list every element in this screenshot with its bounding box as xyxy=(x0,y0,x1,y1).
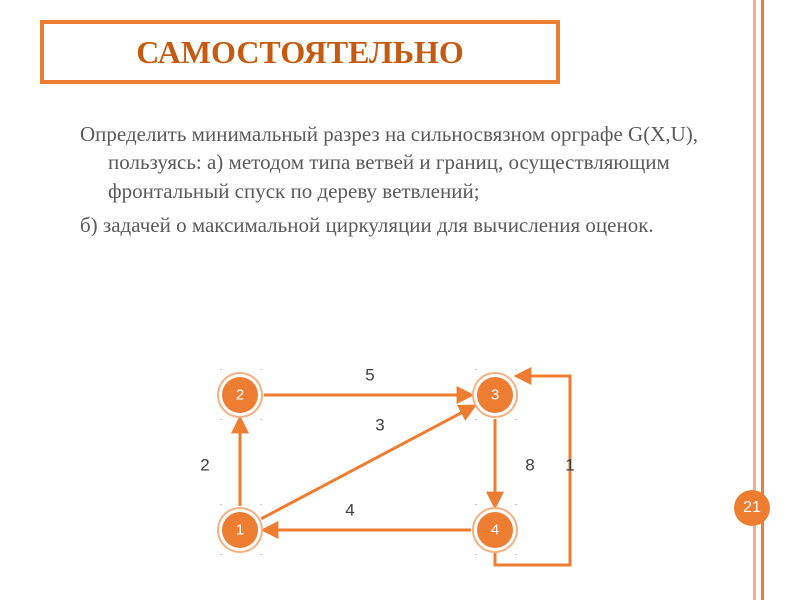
slide-title-text: САМОСТОЯТЕЛЬНО xyxy=(136,34,464,70)
body-paragraph-1: Определить минимальный разрез на сильнос… xyxy=(60,120,700,205)
node-1: 1 xyxy=(218,508,262,552)
noise-dot-1: . xyxy=(260,413,262,422)
edge-label-2-3: 5 xyxy=(365,366,374,385)
noise-dot-11: . xyxy=(260,498,262,507)
noise-dot-15: . xyxy=(515,498,517,507)
page-number: 21 xyxy=(743,499,761,517)
edge-label-1-3: 3 xyxy=(375,416,384,435)
noise-dot-9: . xyxy=(260,548,262,557)
poly-edge-label-0: 1 xyxy=(565,456,574,475)
node-4: 4 xyxy=(473,508,517,552)
body-paragraph-2: б) задачей о максимальной циркуляции для… xyxy=(60,211,700,239)
svg-text:3: 3 xyxy=(491,387,499,404)
node-2: 2 xyxy=(218,373,262,417)
noise-dot-6: . xyxy=(475,363,477,372)
svg-text:4: 4 xyxy=(491,522,499,539)
slide: САМОСТОЯТЕЛЬНО Определить минимальный ра… xyxy=(0,0,800,600)
noise-dot-0: . xyxy=(220,413,222,422)
noise-dot-12: . xyxy=(475,548,477,557)
edge-label-1-2: 2 xyxy=(200,456,209,475)
body-text: Определить минимальный разрез на сильнос… xyxy=(60,120,700,245)
svg-text:2: 2 xyxy=(236,387,244,404)
noise-dot-8: . xyxy=(220,548,222,557)
noise-dot-5: . xyxy=(515,413,517,422)
edge-1-3 xyxy=(261,406,474,519)
noise-dot-10: . xyxy=(220,498,222,507)
node-3: 3 xyxy=(473,373,517,417)
graph-svg: 1 2 3 4 2 5 3 4 8 1 ................ xyxy=(150,350,650,580)
noise-dot-3: . xyxy=(260,363,262,372)
graph-diagram: 1 2 3 4 2 5 3 4 8 1 ................ xyxy=(150,350,650,580)
edge-label-3-4: 8 xyxy=(525,456,534,475)
slide-title: САМОСТОЯТЕЛЬНО xyxy=(40,20,560,84)
noise-dot-4: . xyxy=(475,413,477,422)
noise-dot-14: . xyxy=(475,498,477,507)
edge-label-4-1: 4 xyxy=(345,501,354,520)
page-number-badge: 21 xyxy=(734,490,770,526)
noise-dot-2: . xyxy=(220,363,222,372)
noise-dot-7: . xyxy=(515,363,517,372)
svg-text:1: 1 xyxy=(236,522,244,539)
noise-dot-13: . xyxy=(515,548,517,557)
